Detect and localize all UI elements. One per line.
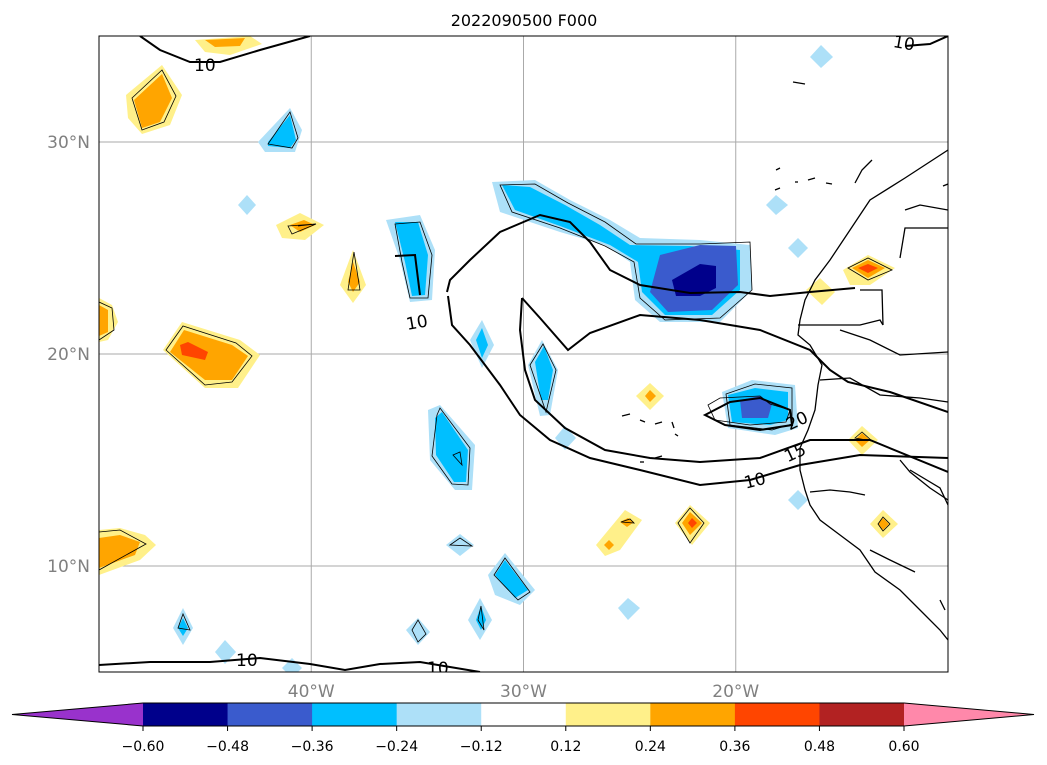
lon-tick-label: 40°W: [288, 682, 335, 702]
positive-anomaly-patch: [878, 518, 889, 530]
negative-anomaly-patch: [766, 195, 788, 215]
negative-anomaly-patch: [446, 534, 474, 556]
positive-anomaly-patch: [99, 535, 140, 568]
colorbar-tick-label: −0.24: [375, 739, 418, 755]
colorbar-tick-label: 0.12: [550, 739, 581, 755]
colorbar-segment: [312, 703, 398, 726]
colorbar-segment: [396, 703, 482, 726]
negative-anomaly-patch: [268, 115, 296, 148]
map-title: 2022090500 F000: [451, 11, 598, 30]
negative-anomaly-patch: [282, 658, 302, 672]
lat-tick-label: 30°N: [47, 133, 90, 153]
coastlines: [621, 81, 948, 641]
positive-anomaly-patch: [858, 264, 878, 273]
negative-anomaly-patch: [535, 346, 553, 400]
negative-anomaly-patch: [238, 195, 256, 215]
colorbar-tick-label: 0.24: [635, 739, 666, 755]
positive-anomaly-patch: [170, 330, 248, 380]
contour-label: 10: [194, 56, 216, 76]
lon-tick-label: 20°W: [712, 682, 759, 702]
lon-tick-label: 30°W: [500, 682, 547, 702]
positive-anomaly-patch: [688, 518, 697, 528]
negative-anomaly-patch: [788, 490, 808, 510]
colorbar-tick-label: 0.48: [804, 739, 835, 755]
positive-anomaly-patch: [604, 540, 614, 550]
colorbar-tick-label: −0.60: [122, 739, 165, 755]
map-frame: [98, 35, 949, 673]
negative-anomaly-patch: [395, 222, 428, 296]
thick-contours: [99, 36, 948, 672]
colorbar-tick-label: −0.12: [460, 739, 503, 755]
negative-anomaly-patch: [215, 640, 236, 664]
colorbar: −0.60 −0.48 −0.36 −0.24 −0.12 0.12 0.24 0.36 0.4…: [11, 702, 1035, 755]
contour-label: 10: [891, 32, 916, 55]
latitude-labels: 30°N 20°N 10°N: [47, 133, 90, 577]
colorbar-segment: [819, 703, 905, 726]
colorbar-segment: [650, 703, 736, 726]
lat-tick-label: 20°N: [47, 345, 90, 365]
colorbar-segment: [143, 703, 229, 726]
positive-anomaly-patch: [290, 220, 315, 232]
positive-anomaly-patch: [645, 390, 656, 402]
negative-anomaly-patch: [740, 396, 772, 418]
colorbar-segment: [227, 703, 313, 726]
positive-anomaly-patch: [180, 342, 208, 360]
negative-anomaly-patch: [476, 328, 488, 358]
negative-anomaly-patch: [495, 560, 528, 598]
negative-anomaly-patch: [810, 45, 833, 68]
negative-anomaly-patch: [178, 618, 188, 636]
map-area: 10 10 10 10 10 10 15 20: [98, 32, 949, 679]
lat-tick-label: 10°N: [47, 557, 90, 577]
colorbar-tick-label: 0.60: [888, 739, 919, 755]
colorbar-extend-low: [12, 703, 143, 726]
colorbar-extend-high: [904, 703, 1034, 726]
contour-label: 10: [236, 651, 258, 671]
contour-label: 10: [427, 659, 449, 679]
colorbar-segment: [734, 703, 820, 726]
positive-anomaly-patch: [134, 74, 172, 128]
positive-anomaly-patch: [99, 305, 108, 336]
positive-anomaly-patch: [348, 262, 360, 292]
contour-label: 10: [405, 311, 430, 334]
colorbar-tick-label: 0.36: [719, 739, 750, 755]
longitude-labels: 40°W 30°W 20°W: [288, 682, 760, 702]
colorbar-tick-label: −0.36: [291, 739, 334, 755]
colorbar-segment: [481, 703, 567, 726]
colorbar-segment: [565, 703, 651, 726]
negative-anomaly-patch: [788, 238, 808, 258]
negative-anomaly-patch: [406, 618, 430, 645]
negative-anomaly-patch: [672, 264, 716, 296]
negative-anomaly-patch: [618, 598, 640, 620]
negative-anomaly-patch: [435, 412, 468, 482]
positive-anomaly-patch: [205, 38, 245, 47]
colorbar-tick-label: −0.48: [206, 739, 249, 755]
